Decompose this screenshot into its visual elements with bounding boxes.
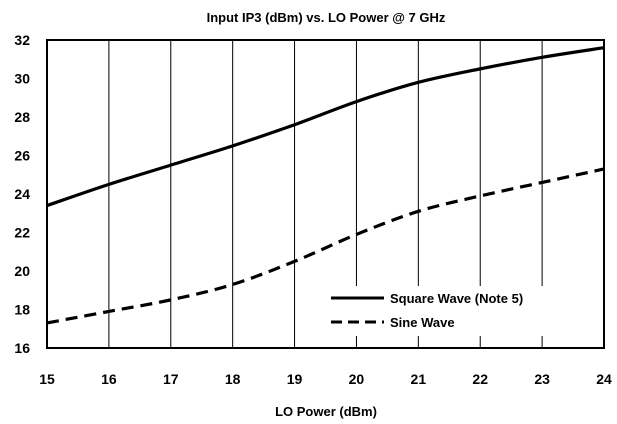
grid [108,40,543,348]
x-tick-label-21: 21 [411,371,427,387]
legend-label-square-wave: Square Wave (Note 5) [390,291,523,306]
y-tick-label-24: 24 [14,186,30,202]
x-tick-label-18: 18 [225,371,241,387]
plot-area [46,39,605,349]
x-tick-label-24: 24 [596,371,612,387]
x-tick-label-23: 23 [534,371,550,387]
x-tick-label-22: 22 [472,371,488,387]
y-tick-label-28: 28 [14,109,30,125]
legend: Square Wave (Note 5) Sine Wave [320,286,580,336]
x-tick-label-17: 17 [163,371,179,387]
x-tick-label-15: 15 [39,371,55,387]
y-tick-labels: 16 18 20 22 24 26 28 30 32 [14,32,30,356]
legend-box [320,286,580,336]
x-tick-label-16: 16 [101,371,117,387]
series-line-sine-wave [46,167,605,325]
y-tick-label-16: 16 [14,340,30,356]
y-tick-label-22: 22 [14,225,30,241]
y-tick-label-26: 26 [14,148,30,164]
y-tick-label-30: 30 [14,71,30,87]
chart-title: Input IP3 (dBm) vs. LO Power @ 7 GHz [207,10,446,25]
x-tick-label-19: 19 [287,371,303,387]
y-tick-label-20: 20 [14,263,30,279]
y-tick-label-32: 32 [14,32,30,48]
y-tick-label-18: 18 [14,302,30,318]
x-tick-labels: 15 16 17 18 19 20 21 22 23 24 [39,371,612,387]
x-axis-label: LO Power (dBm) [275,404,377,419]
legend-label-sine-wave: Sine Wave [390,315,455,330]
series-line-square-wave [46,46,605,208]
series-lines [46,46,605,325]
x-tick-label-20: 20 [349,371,365,387]
